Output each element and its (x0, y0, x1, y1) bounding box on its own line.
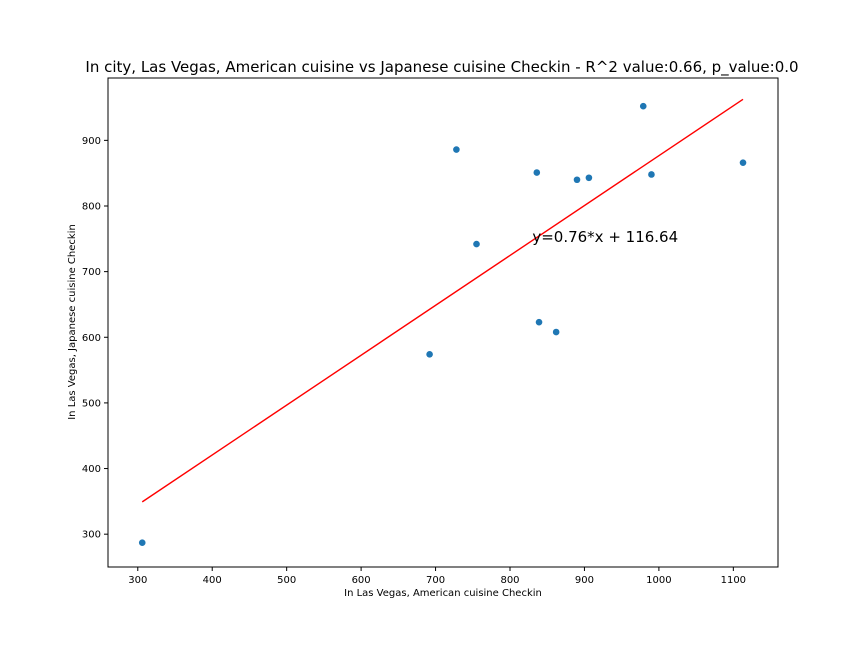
scatter-point (739, 159, 747, 166)
points-layer (138, 102, 747, 547)
scatter-point (648, 171, 655, 178)
x-axis: 300 400 500 600 700 800 900 1000 1100 (128, 567, 746, 586)
scatter-point (426, 351, 433, 358)
x-tick-label: 500 (277, 575, 296, 586)
y-tick-label: 300 (82, 530, 101, 541)
x-axis-label: In Las Vegas, American cuisine Checkin (344, 588, 542, 599)
x-tick-label: 300 (128, 575, 147, 586)
plot-area (107, 77, 779, 568)
y-tick-label: 600 (82, 333, 101, 344)
scatter-point (552, 328, 560, 336)
y-tick-label: 700 (82, 267, 101, 278)
x-tick-label: 900 (575, 575, 594, 586)
x-tick-label: 700 (426, 575, 445, 586)
x-tick-label: 600 (352, 575, 371, 586)
x-tick-label: 1000 (646, 575, 671, 586)
y-tick-label: 800 (82, 201, 101, 212)
y-tick-label: 400 (82, 464, 101, 475)
y-axis: 300 400 500 600 700 800 900 (82, 136, 108, 541)
scatter-point (473, 240, 480, 248)
regression-layer (141, 98, 744, 503)
chart-title: In city, Las Vegas, American cuisine vs … (85, 58, 798, 77)
y-axis-label: In Las Vegas, Japanese cuisine Checkin (67, 224, 78, 420)
regression-equation: y=0.76*x + 116.64 (532, 228, 678, 246)
x-tick-label: 400 (203, 575, 222, 586)
x-tick-label: 1100 (721, 575, 746, 586)
x-tick-label: 800 (500, 575, 519, 586)
scatter-point (585, 174, 593, 182)
y-tick-label: 500 (82, 398, 101, 409)
scatter-point (138, 539, 146, 547)
scatter-point (573, 176, 581, 184)
y-tick-label: 900 (82, 136, 101, 147)
scatter-point (535, 318, 543, 326)
scatter-point (639, 102, 647, 110)
scatter-point (533, 169, 541, 176)
regression-line (141, 98, 744, 503)
scatter-point (453, 146, 460, 153)
